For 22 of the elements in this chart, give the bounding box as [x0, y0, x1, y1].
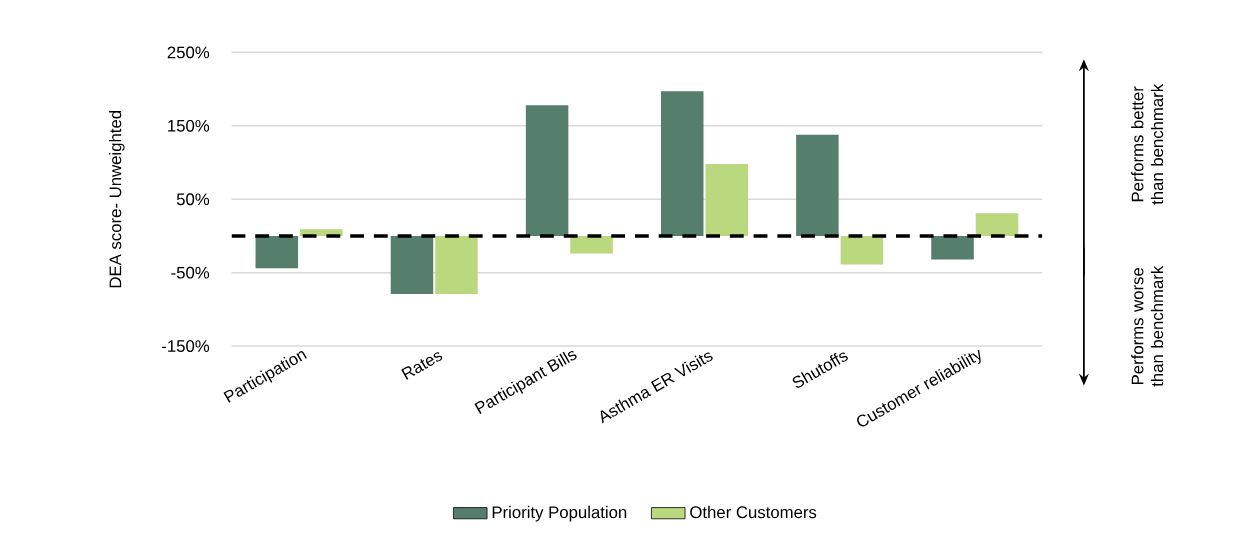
bar: [975, 213, 1019, 237]
bar: [525, 105, 569, 237]
text: Performs better than benchmark: [1131, 83, 1164, 205]
bar: [840, 236, 884, 265]
x-tick-label: Rates: [401, 352, 443, 380]
bar: [570, 236, 613, 254]
bar: [255, 236, 299, 269]
bar: [705, 164, 748, 237]
y-tick-label: 50%: [176, 193, 210, 206]
text: Performs worse than benchmark: [1131, 265, 1164, 387]
bar: [660, 91, 704, 237]
bar: [390, 236, 434, 295]
bar: [931, 236, 974, 260]
bar: [435, 236, 478, 295]
y-tick-label: 250%: [167, 46, 210, 59]
legend-label: Priority Population: [492, 505, 627, 522]
bar: [796, 134, 839, 237]
y-axis-title: DEA score- Unweighted: [108, 111, 125, 288]
y-tick-label: -50%: [171, 266, 210, 279]
y-tick-label: 150%: [168, 120, 210, 132]
y-tick-label: -150%: [162, 340, 210, 353]
legend-label: Other Customers: [690, 505, 817, 519]
